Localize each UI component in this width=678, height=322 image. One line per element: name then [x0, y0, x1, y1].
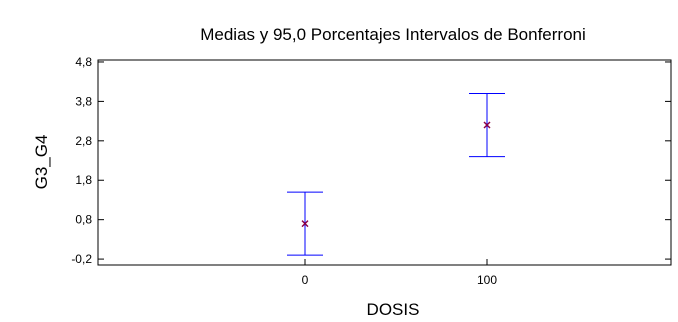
x-axis: 0 100: [302, 259, 497, 287]
chart-title: Medias y 95,0 Porcentajes Intervalos de …: [200, 25, 586, 44]
x-axis-label: DOSIS: [367, 300, 420, 319]
y-tick-label: 4,8: [75, 55, 92, 69]
x-tick-label: 100: [477, 273, 497, 287]
y-axis: -0,2 0,8 1,8 2,8 3,8 4,8: [71, 55, 671, 266]
y-tick-label: 0,8: [75, 213, 92, 227]
plot-frame: [97, 59, 672, 266]
interval-marks: [287, 93, 505, 256]
mean-point: [483, 121, 491, 129]
mean-point: [301, 220, 309, 228]
y-tick-label: -0,2: [71, 252, 92, 266]
y-tick-label: 1,8: [75, 173, 92, 187]
y-tick-label: 2,8: [75, 134, 92, 148]
y-axis-label: G3_G4: [32, 135, 51, 190]
y-tick-label: 3,8: [75, 94, 92, 108]
x-tick-label: 0: [302, 273, 309, 287]
